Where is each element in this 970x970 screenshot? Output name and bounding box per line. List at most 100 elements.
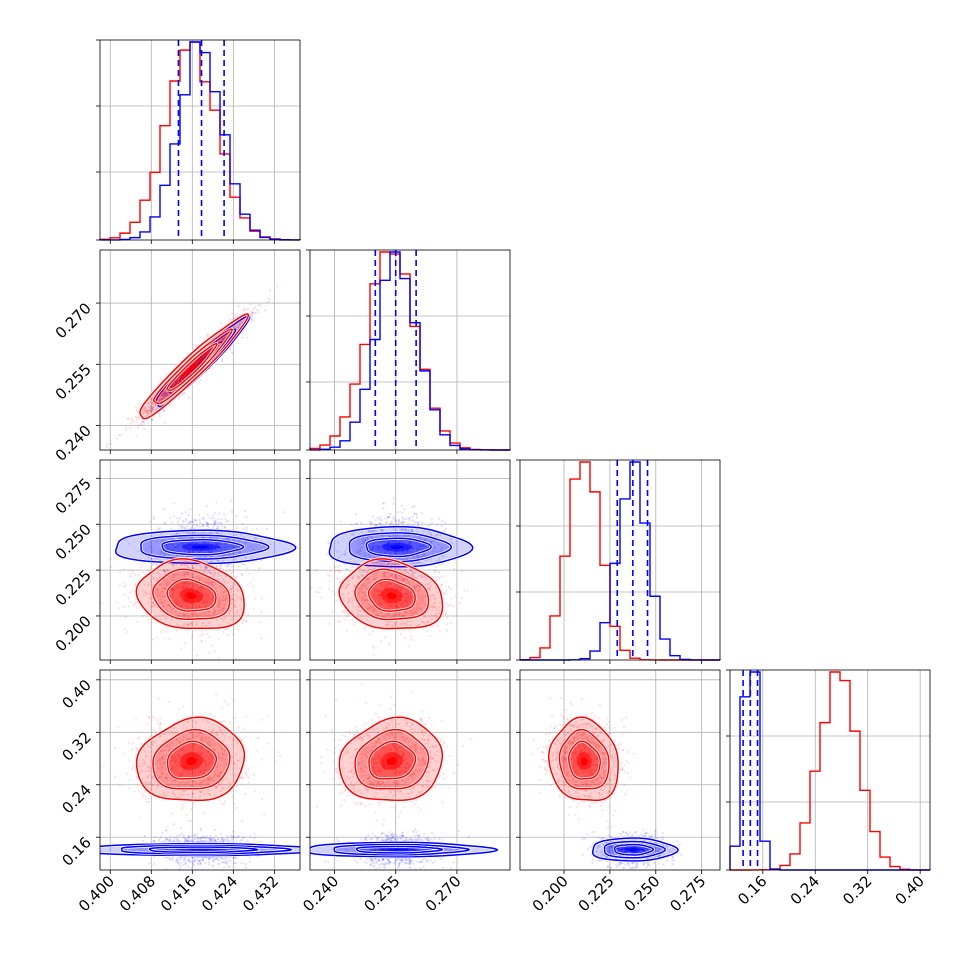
scatter-point	[165, 392, 169, 395]
scatter-point	[188, 583, 192, 586]
scatter-point	[218, 599, 221, 602]
scatter-point	[213, 650, 216, 653]
scatter-point	[398, 540, 401, 543]
scatter-point	[171, 595, 174, 598]
scatter-point	[214, 522, 217, 525]
scatter-point	[243, 307, 246, 310]
scatter-point	[205, 633, 208, 636]
scatter-point	[337, 577, 340, 580]
scatter-point	[223, 335, 226, 338]
scatter-point	[180, 512, 184, 515]
scatter-point	[417, 574, 421, 578]
scatter-point	[218, 602, 221, 605]
scatter-point	[172, 574, 175, 577]
scatter-point	[419, 537, 422, 541]
scatter-point	[235, 594, 238, 597]
scatter-point	[161, 398, 164, 401]
scatter-point	[361, 542, 365, 545]
scatter-point	[153, 576, 156, 579]
scatter-point	[216, 338, 219, 342]
scatter-point	[345, 583, 349, 586]
scatter-point	[178, 583, 181, 586]
scatter-point	[383, 502, 386, 505]
scatter-point	[392, 497, 395, 500]
panel-frame	[99, 39, 301, 241]
scatter-point	[229, 618, 232, 621]
scatter-point	[195, 524, 198, 527]
scatter-point	[405, 601, 409, 605]
scatter-point	[149, 401, 152, 404]
scatter-point	[219, 567, 222, 570]
scatter-point	[169, 392, 172, 395]
scatter-point	[128, 591, 132, 594]
scatter-point	[338, 581, 341, 584]
scatter-point	[432, 550, 435, 553]
scatter-point	[237, 589, 240, 592]
scatter-point	[204, 560, 207, 563]
scatter-point	[377, 597, 380, 600]
scatter-point	[370, 530, 373, 533]
scatter-point	[180, 599, 184, 602]
scatter-point	[352, 565, 355, 568]
scatter-point	[211, 514, 214, 517]
scatter-point	[151, 406, 154, 409]
contour-blue	[115, 529, 297, 565]
scatter-point	[372, 547, 375, 550]
scatter-point	[230, 312, 233, 315]
scatter-point	[191, 634, 194, 637]
scatter-point	[175, 532, 178, 535]
scatter-point	[369, 554, 372, 557]
scatter-point	[212, 550, 215, 553]
scatter-point	[134, 415, 137, 419]
scatter-point	[407, 601, 410, 604]
scatter-point	[179, 582, 182, 585]
scatter-point	[182, 519, 185, 522]
scatter-point	[149, 407, 152, 410]
scatter-point	[131, 419, 134, 422]
scatter-point	[400, 577, 404, 580]
scatter-point	[400, 587, 403, 591]
scatter-point	[221, 631, 225, 634]
scatter-point	[214, 521, 217, 524]
scatter-point	[173, 502, 176, 505]
scatter-point	[397, 606, 400, 609]
scatter-point	[375, 571, 379, 574]
scatter-point	[392, 540, 396, 543]
scatter-point	[233, 330, 236, 333]
scatter-point	[205, 581, 208, 584]
scatter-point	[218, 595, 221, 599]
scatter-point	[213, 574, 216, 578]
scatter-point	[204, 579, 208, 582]
scatter-point	[149, 406, 152, 409]
scatter-point	[416, 512, 419, 515]
scatter-point	[361, 539, 364, 543]
scatter-point	[207, 610, 210, 613]
panel-frame	[99, 249, 301, 451]
scatter-point	[249, 317, 252, 320]
scatter-point	[145, 411, 148, 414]
scatter-point	[205, 522, 209, 525]
scatter-point	[215, 565, 219, 568]
scatter-point	[409, 595, 412, 598]
scatter-point	[225, 545, 229, 548]
scatter-point	[218, 599, 221, 602]
scatter-point	[181, 585, 184, 588]
scatter-point	[412, 547, 416, 550]
scatter-point	[194, 613, 197, 616]
scatter-point	[215, 549, 218, 552]
scatter-point	[186, 607, 189, 610]
scatter-point	[203, 595, 206, 598]
scatter-point	[218, 542, 221, 545]
scatter-point	[203, 601, 206, 605]
scatter-point	[206, 600, 209, 604]
scatter-point	[395, 552, 398, 555]
scatter-point	[206, 352, 209, 355]
scatter-point	[185, 612, 188, 615]
scatter-point	[421, 543, 424, 547]
scatter-point	[165, 394, 169, 398]
scatter-point	[150, 557, 153, 561]
scatter-point	[213, 572, 217, 575]
scatter-point	[218, 340, 222, 344]
scatter-point	[426, 620, 429, 623]
scatter-point	[434, 534, 437, 538]
